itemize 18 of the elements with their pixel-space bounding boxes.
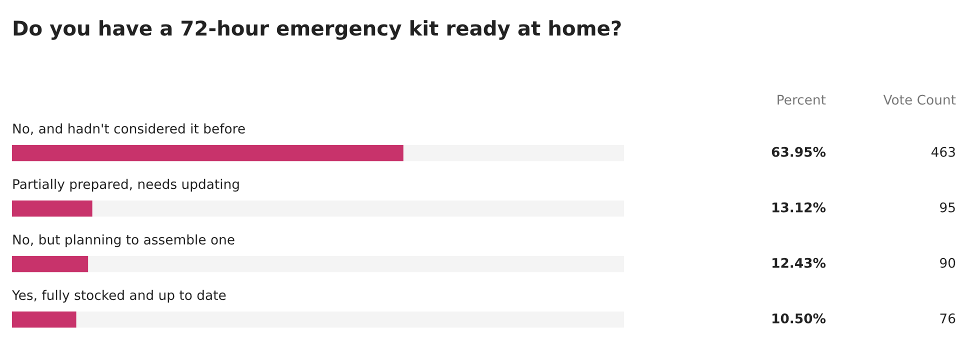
data-label: 12.43% — [772, 258, 826, 268]
bar — [12, 256, 88, 272]
category-label: No, and hadn't considered it before — [13, 123, 245, 135]
data-label: 76 — [940, 313, 956, 324]
category-label: Yes, fully stocked and up to date — [12, 290, 226, 303]
data-label: 95 — [940, 202, 955, 212]
data-label: 90 — [940, 258, 956, 268]
category-label: Partially prepared, needs updating — [13, 178, 239, 192]
data-label: 10.50% — [772, 313, 826, 324]
data-label: 63.95% — [772, 146, 826, 157]
category-label: No, but planning to assemble one — [13, 234, 234, 248]
bar — [12, 200, 92, 217]
chart-title: Do you have a 72-hour emergency kit ready at home? — [14, 20, 621, 40]
text: Vote Count — [883, 94, 956, 105]
data-label: 13.12% — [772, 202, 826, 212]
bar — [12, 312, 76, 328]
data-label: 463 — [931, 146, 955, 157]
text: Percent — [778, 94, 826, 105]
